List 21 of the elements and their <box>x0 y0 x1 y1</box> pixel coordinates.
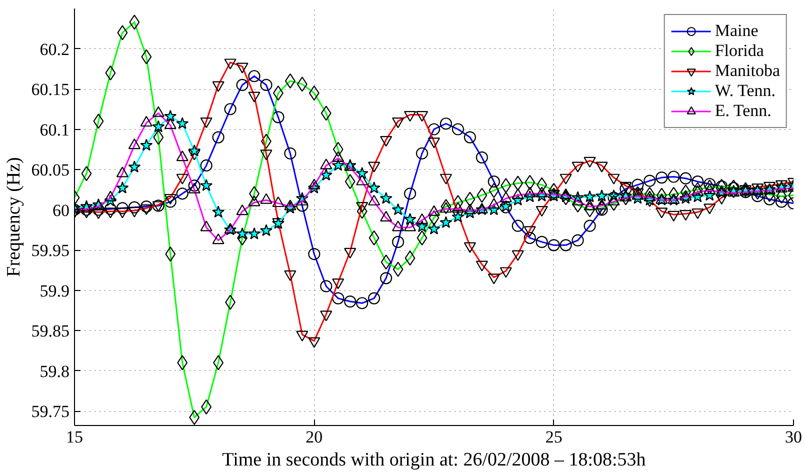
legend-label: E. Tenn. <box>714 101 772 121</box>
y-tick-label: 59.8 <box>40 362 70 381</box>
x-axis-title: Time in seconds with origin at: 26/02/2008 – 18:08:53h <box>222 450 646 470</box>
y-tick-label: 59.85 <box>31 322 70 341</box>
legend-label: Manitoba <box>714 61 780 81</box>
y-tick-label: 60.15 <box>31 80 70 99</box>
y-tick-label: 60.2 <box>40 40 70 59</box>
legend-label: Maine <box>714 21 758 41</box>
y-tick-label: 60.05 <box>31 160 70 180</box>
x-tick-label: 25 <box>545 428 562 446</box>
x-tick-label: 15 <box>66 428 83 446</box>
x-tick-label: 20 <box>306 428 323 446</box>
y-tick-label: 59.9 <box>40 281 70 300</box>
x-tick-label: 30 <box>785 428 802 446</box>
legend-label: W. Tenn. <box>714 81 776 101</box>
y-tick-label: 60 <box>52 200 70 220</box>
y-tick-label: 59.95 <box>31 241 70 260</box>
y-axis-title: Frequency (Hz) <box>3 157 24 277</box>
y-tick-label: 59.75 <box>31 402 70 422</box>
y-tick-label: 60.1 <box>40 120 70 140</box>
legend-label: Florida <box>714 41 764 61</box>
